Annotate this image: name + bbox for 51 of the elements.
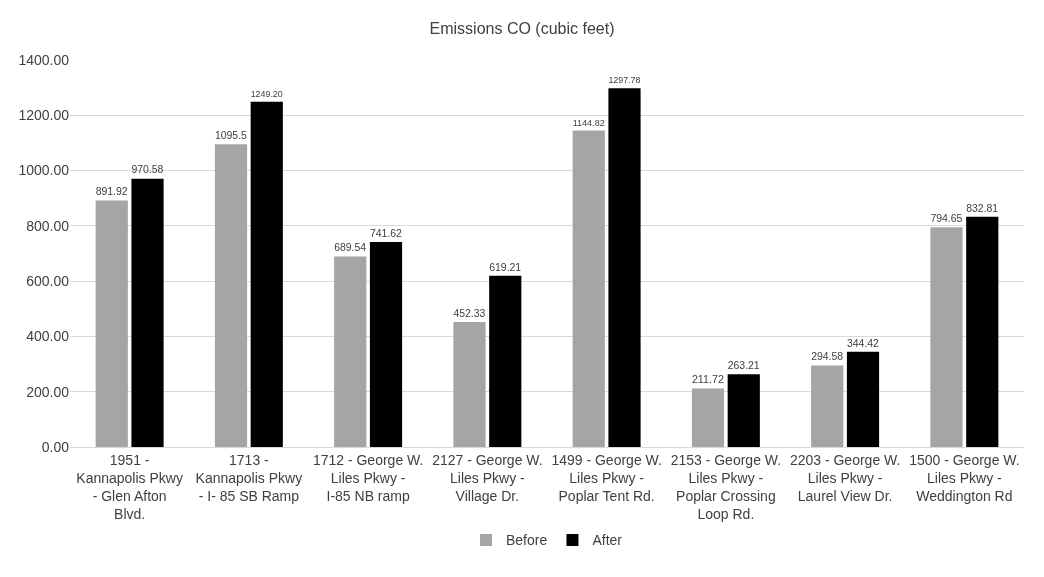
bar — [930, 227, 963, 447]
data-label: 689.54 — [334, 242, 367, 254]
data-label: 1249.20 — [250, 88, 283, 99]
x-tick-label: 2203 - George W. Liles Pkwy - Laurel View Dr. — [789, 451, 901, 505]
bar — [691, 388, 725, 447]
chart-title: Emissions CO (cubic feet) — [429, 20, 615, 38]
bar — [369, 242, 403, 447]
data-label: 619.21 — [489, 261, 522, 273]
data-label: 211.72 — [691, 373, 724, 386]
bar — [250, 101, 283, 447]
y-tick-label: 1400.00 — [18, 51, 70, 68]
x-tick-label: 1712 - George W. Liles Pkwy - I-85 NB ramp — [312, 451, 424, 505]
bar — [214, 144, 248, 447]
data-label: 741.62 — [369, 227, 403, 239]
bar — [334, 256, 367, 447]
data-label: 1095.5 — [214, 129, 248, 141]
data-label: 1144.82 — [572, 117, 605, 128]
bar — [811, 365, 844, 447]
x-tick-label: 1500 - George W. Liles Pkwy - Weddington Rd — [909, 451, 1020, 505]
bar — [846, 351, 880, 447]
data-label: 794.65 — [930, 213, 963, 225]
legend-label: After — [592, 532, 623, 549]
x-tick-label: 1713 - Kannapolis Pkwy - I- 85 SB Ramp — [195, 451, 303, 505]
bar — [608, 88, 641, 447]
x-tick-label: 2153 - George W. Liles Pkwy - Poplar Crossing Loop Rd. — [670, 451, 782, 523]
bar — [453, 321, 486, 447]
bar — [966, 216, 999, 447]
bar — [95, 200, 128, 447]
y-tick-label: 600.00 — [26, 273, 70, 290]
x-tick-label: 1499 - George W. Liles Pkwy - Poplar Tent Rd. — [551, 451, 662, 505]
data-label: 832.81 — [966, 202, 999, 214]
y-tick-label: 400.00 — [26, 328, 70, 345]
data-label: 970.58 — [131, 164, 164, 176]
bar — [572, 130, 605, 447]
bar — [131, 178, 164, 447]
data-label: 891.92 — [95, 186, 128, 198]
y-tick-label: 200.00 — [26, 383, 70, 400]
data-label: 294.58 — [811, 351, 844, 363]
data-label: 344.42 — [846, 337, 880, 349]
y-tick-label: 800.00 — [26, 217, 70, 234]
bar — [727, 374, 760, 447]
x-tick-label: 1951 - Kannapolis Pkwy - Glen Afton Blvd. — [76, 451, 183, 523]
bar — [489, 275, 522, 447]
y-tick-label: 0.00 — [41, 438, 70, 455]
data-label: 1297.78 — [608, 75, 641, 86]
data-label: 452.33 — [453, 307, 486, 319]
y-tick-label: 1000.00 — [18, 162, 70, 179]
legend-label: Before — [506, 532, 548, 549]
x-tick-label: 2127 - George W. Liles Pkwy - Village Dr. — [432, 451, 543, 505]
y-tick-label: 1200.00 — [18, 107, 70, 124]
data-label: 263.21 — [727, 360, 760, 371]
